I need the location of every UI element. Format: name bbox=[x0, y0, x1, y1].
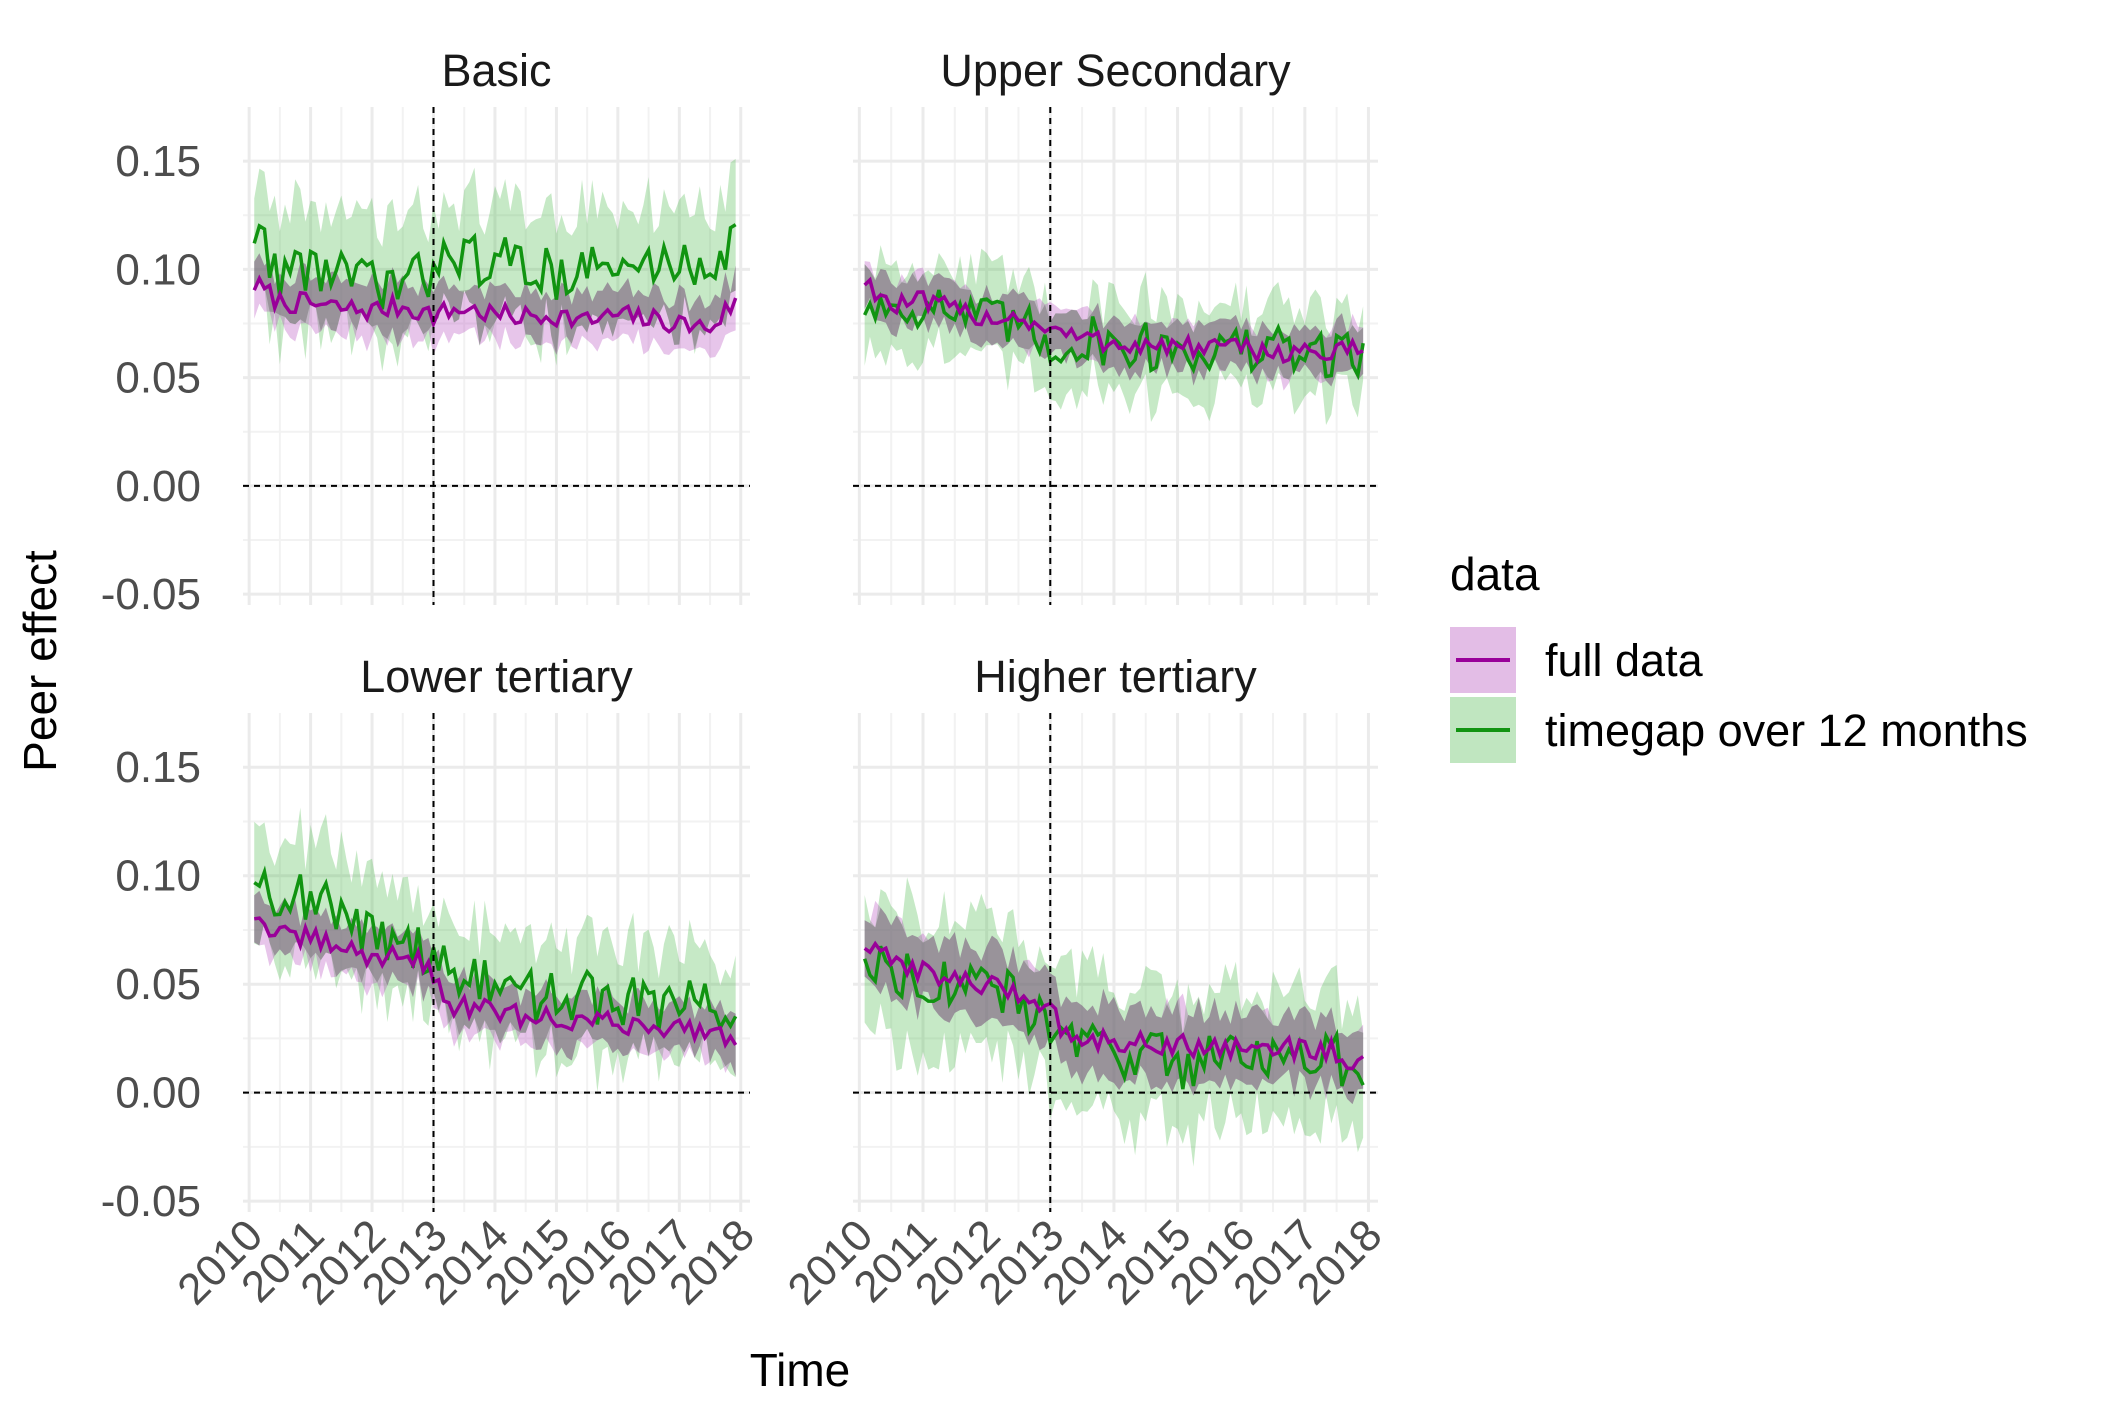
confidence-band-timegap bbox=[254, 807, 736, 1093]
legend-label-timegap: timegap over 12 months bbox=[1545, 705, 2028, 756]
facet-title: Higher tertiary bbox=[974, 651, 1257, 702]
y-tick-label: 0.10 bbox=[115, 852, 201, 901]
facet-title: Basic bbox=[441, 45, 551, 96]
x-axis-title: Time bbox=[750, 1344, 851, 1396]
y-tick-label: 0.00 bbox=[115, 462, 201, 511]
y-tick-label: 0.00 bbox=[115, 1069, 201, 1118]
y-tick-label: -0.05 bbox=[101, 1177, 201, 1226]
legend-label-full-data: full data bbox=[1545, 635, 1704, 686]
y-tick-label: -0.05 bbox=[101, 570, 201, 619]
series-line-full-data bbox=[863, 276, 1364, 365]
series-line-timegap bbox=[862, 945, 1365, 1090]
y-tick-label: 0.15 bbox=[115, 137, 201, 186]
legend: data full data timegap over 12 months bbox=[1450, 548, 2028, 763]
y-tick-label: 0.15 bbox=[115, 743, 201, 792]
facet-panels: Basic 0.15 0.10 0.05 0.00 -0.05 Upper Secondar… bbox=[101, 45, 1392, 1314]
band-overlap bbox=[864, 264, 1364, 387]
y-tick-label: 0.05 bbox=[115, 960, 201, 1009]
confidence-band-timegap bbox=[864, 245, 1364, 425]
legend-title: data bbox=[1450, 548, 1540, 600]
series-line-timegap bbox=[252, 223, 737, 310]
y-axis-title: Peer effect bbox=[14, 550, 66, 772]
confidence-band-timegap bbox=[254, 158, 736, 372]
confidence-band-full-data bbox=[864, 261, 1364, 391]
facet-lower-tertiary: Lower tertiary0.150.100.050.00-0.0520102… bbox=[101, 651, 764, 1314]
facet-title: Upper Secondary bbox=[940, 45, 1291, 96]
facet-basic: Basic 0.15 0.10 0.05 0.00 -0.05 bbox=[101, 45, 750, 619]
series-line-full-data bbox=[252, 274, 738, 335]
facet-upper-secondary: Upper Secondary bbox=[853, 45, 1378, 605]
series-line-full-data bbox=[863, 940, 1365, 1071]
series-line-timegap bbox=[863, 289, 1365, 381]
y-tick-label: 0.10 bbox=[115, 245, 201, 294]
facet-title: Lower tertiary bbox=[360, 651, 633, 702]
confidence-band-timegap bbox=[864, 877, 1364, 1167]
y-tick-label: 0.05 bbox=[115, 354, 201, 403]
series-line-timegap bbox=[253, 865, 738, 1033]
series-line-full-data bbox=[254, 916, 738, 1049]
facet-higher-tertiary: Higher tertiary2010201120122013201420152… bbox=[779, 651, 1392, 1314]
